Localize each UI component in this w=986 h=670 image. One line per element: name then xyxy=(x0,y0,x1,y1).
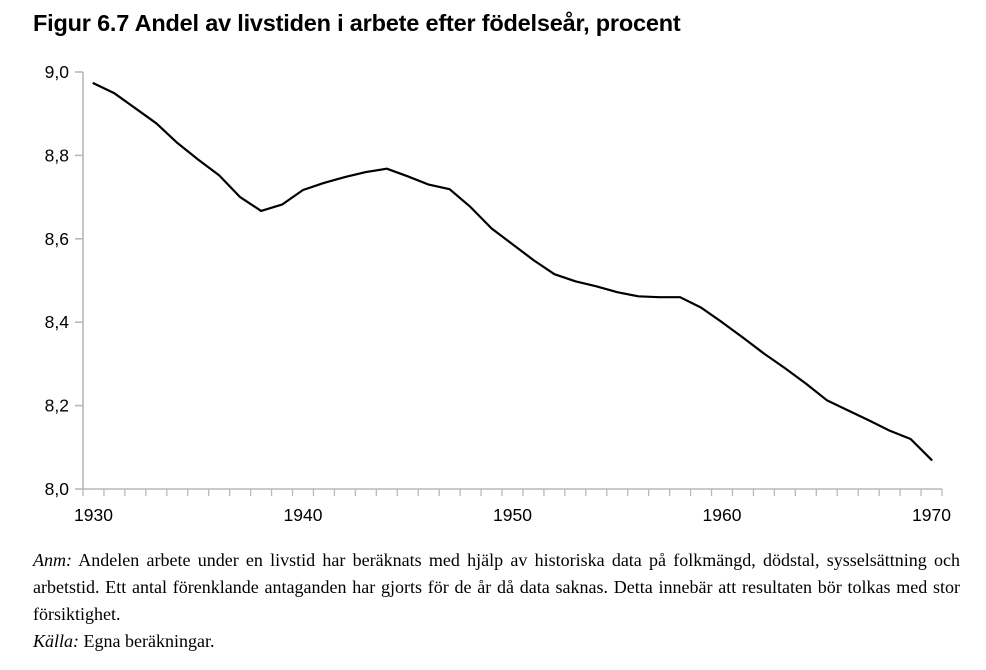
anm-text: Andelen arbete under en livstid har berä… xyxy=(33,550,960,624)
figure-title: Figur 6.7 Andel av livstiden i arbete ef… xyxy=(33,10,681,36)
y-tick-label: 8,2 xyxy=(45,396,69,416)
x-tick-label: 1930 xyxy=(74,505,113,525)
y-tick-label: 9,0 xyxy=(45,62,70,82)
y-tick-label: 8,6 xyxy=(45,229,69,249)
x-tick-label: 1960 xyxy=(703,505,742,525)
data-line xyxy=(92,82,933,461)
anm-note: Anm: Andelen arbete under en livstid har… xyxy=(33,547,960,628)
source-label: Källa: xyxy=(33,631,80,651)
notes-section: Anm: Andelen arbete under en livstid har… xyxy=(33,547,960,655)
source-text: Egna beräkningar. xyxy=(83,631,215,651)
y-tick-label: 8,0 xyxy=(45,479,70,499)
y-tick-label: 8,4 xyxy=(45,312,70,332)
x-tick-label: 1940 xyxy=(284,505,323,525)
x-tick-label: 1970 xyxy=(912,505,951,525)
anm-label: Anm: xyxy=(33,550,72,570)
source-note: Källa: Egna beräkningar. xyxy=(33,628,960,655)
y-tick-label: 8,8 xyxy=(45,145,69,165)
x-tick-label: 1950 xyxy=(493,505,532,525)
